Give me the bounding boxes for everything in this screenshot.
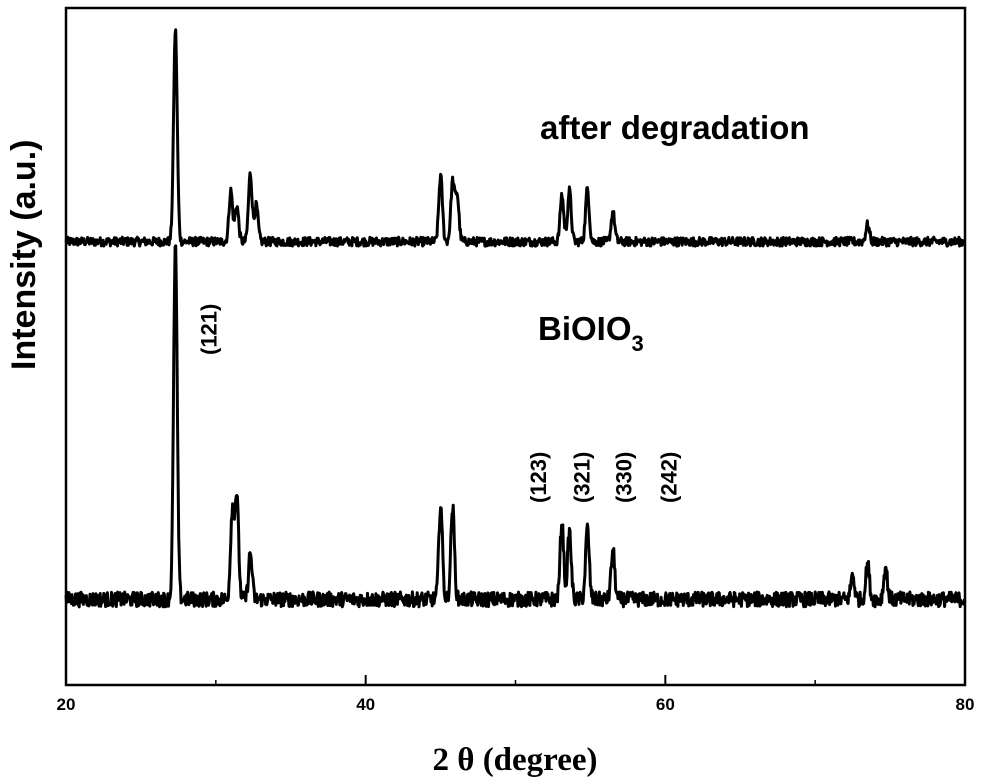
x-tick-label: 80 bbox=[956, 695, 975, 714]
x-tick-label: 40 bbox=[356, 695, 375, 714]
peak-annotation-1: (123) bbox=[526, 452, 551, 503]
peak-point-s1-6 bbox=[561, 520, 563, 522]
x-axis-ticks: 20 40 60 80 bbox=[57, 675, 975, 714]
peak-annotation-4: (242) bbox=[656, 452, 681, 503]
x-tick-label: 60 bbox=[656, 695, 675, 714]
peak-annotation-0: (121) bbox=[196, 304, 221, 355]
series-label-bioio3: BiOIO3 bbox=[538, 310, 644, 356]
series-label-after-degradation: after degradation bbox=[540, 109, 810, 146]
peak-annotation-2: (321) bbox=[569, 452, 594, 503]
series-label-bioio3-main: BiOIO bbox=[538, 310, 632, 347]
x-axis-label: 2 θ (degree) bbox=[432, 742, 597, 778]
label-layer: after degradation BiOIO3 (121) (123) (321)… bbox=[5, 109, 810, 778]
peak-point-s1-4 bbox=[440, 503, 442, 505]
peak-annotation-3: (330) bbox=[611, 452, 636, 503]
y-axis-label: Intensity (a.u.) bbox=[5, 140, 43, 370]
series-label-bioio3-subscript: 3 bbox=[632, 331, 644, 356]
series-line-0 bbox=[66, 30, 965, 246]
x-tick-label: 20 bbox=[57, 695, 76, 714]
series-line-1 bbox=[66, 246, 965, 607]
